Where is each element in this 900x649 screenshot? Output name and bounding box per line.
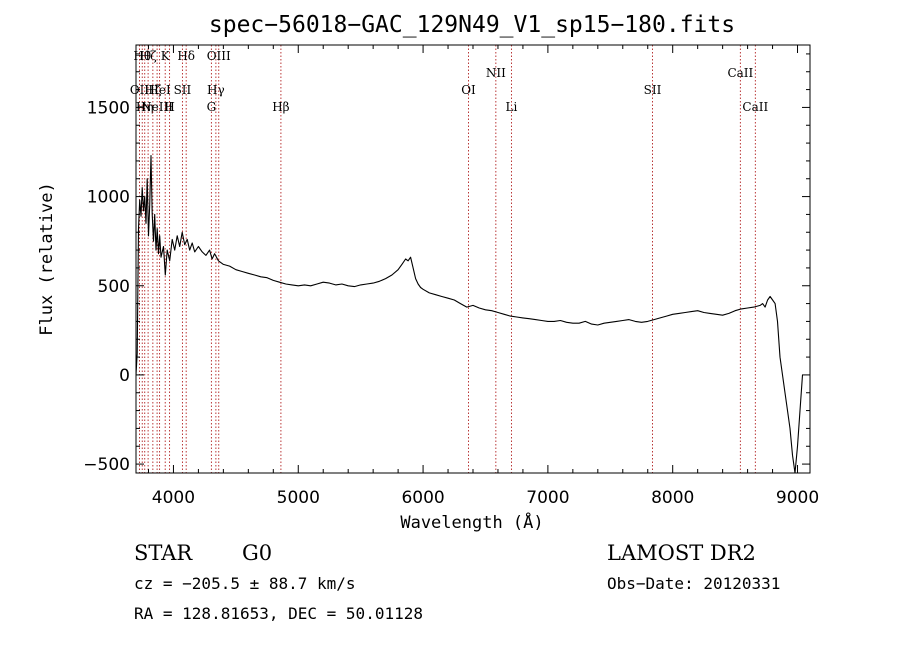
y-axis-label: Flux (relative) <box>37 182 57 336</box>
y-tick-label-1: 0 <box>119 366 130 386</box>
line-marker-label-11: G <box>207 100 217 114</box>
x-tick-label-3: 7000 <box>526 488 569 508</box>
x-tick-label-0: 4000 <box>152 488 195 508</box>
spectral-line-markers: OIIHθHηHζHζNeIIIHeIKHSIIHδGHγOIIIHβOINII… <box>130 45 768 473</box>
redshift-velocity: cz = −205.5 ± 88.7 km/s <box>134 574 356 593</box>
y-tick-label-3: 1000 <box>87 188 130 208</box>
line-marker-label-17: Li <box>506 100 518 114</box>
axis-ticks: 4000 5000 6000 7000 8000 9000 −500 0 500 1000 1500 <box>83 45 819 508</box>
spectrum-line-0 <box>136 155 804 473</box>
object-class: STAR <box>134 541 193 565</box>
observation-date: Obs−Date: 20120331 <box>607 574 780 593</box>
plot-frame <box>135 44 811 474</box>
line-marker-label-7: K <box>161 49 171 63</box>
line-marker-label-8: H <box>164 100 174 114</box>
object-subclass: G0 <box>242 541 272 565</box>
line-marker-label-20: CaII <box>742 100 768 114</box>
chart-title: spec−56018−GAC_129N49_V1_sp15−180.fits <box>209 12 735 38</box>
line-marker-label-4: Hζ <box>144 83 161 97</box>
x-tick-label-1: 5000 <box>277 488 320 508</box>
line-marker-label-2: Hη <box>136 100 154 114</box>
line-marker-label-19: CaII <box>727 66 753 80</box>
line-marker-label-5: NeIII <box>141 100 173 114</box>
line-marker-label-16: NII <box>486 66 506 80</box>
line-marker-label-10: Hδ <box>177 49 195 63</box>
line-marker-label-18: SII <box>644 83 662 97</box>
x-tick-label-2: 6000 <box>401 488 444 508</box>
ra-dec-coordinates: RA = 128.81653, DEC = 50.01128 <box>134 604 423 623</box>
line-marker-label-6: HeI <box>148 83 171 97</box>
line-marker-label-9: SII <box>174 83 192 97</box>
line-marker-label-12: Hγ <box>207 83 225 97</box>
y-tick-label-0: −500 <box>83 455 130 475</box>
x-tick-label-4: 8000 <box>651 488 694 508</box>
x-axis-label: Wavelength (Å) <box>400 511 543 533</box>
y-tick-label-2: 500 <box>98 277 130 297</box>
line-marker-label-15: OI <box>461 83 476 97</box>
series-group <box>136 155 804 473</box>
line-marker-label-13: OIII <box>207 49 231 63</box>
x-tick-label-5: 9000 <box>776 488 819 508</box>
line-marker-label-3: Hζ <box>140 49 157 63</box>
y-tick-label-4: 1500 <box>87 98 130 118</box>
line-marker-label-14: Hβ <box>272 100 289 114</box>
survey-name: LAMOST DR2 <box>607 541 756 565</box>
line-marker-label-1: Hθ <box>133 49 151 63</box>
